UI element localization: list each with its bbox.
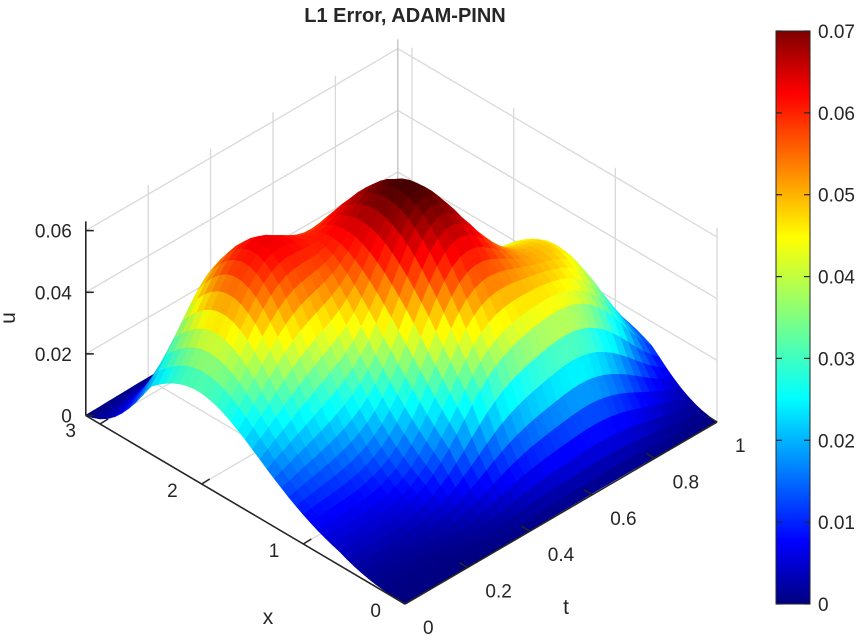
t-tick xyxy=(646,452,656,460)
x-tick xyxy=(201,478,211,485)
t-tick xyxy=(583,489,593,496)
x-axis-label: x xyxy=(263,606,274,629)
colorbar-tick-label: 0.02 xyxy=(818,431,855,452)
t-tick xyxy=(521,525,531,532)
x-tick-label: 1 xyxy=(269,541,280,562)
x-tick xyxy=(404,598,414,605)
x-tick-label: 0 xyxy=(370,601,381,622)
error-surface xyxy=(85,178,718,605)
gridline-z-left xyxy=(85,48,399,232)
gridline-z-right xyxy=(397,48,718,238)
t-tick xyxy=(458,561,468,569)
t-tick-label: 0.8 xyxy=(673,472,699,493)
t-tick xyxy=(396,598,406,605)
x-tick-label: 2 xyxy=(167,481,178,502)
t-tick-label: 0.2 xyxy=(485,582,511,603)
colorbar-gradient xyxy=(775,30,811,605)
z-tick-label: 0.04 xyxy=(35,283,72,304)
chart-title: L1 Error, ADAM-PINN xyxy=(304,5,506,27)
t-tick-label: 1 xyxy=(735,436,746,457)
t-axis-label: t xyxy=(563,596,569,619)
t-tick-label: 0 xyxy=(423,618,434,639)
z-tick-label: 0.02 xyxy=(35,345,72,366)
z-axis-label: u xyxy=(0,312,20,324)
x-tick xyxy=(302,538,312,545)
gridline-z-left xyxy=(85,109,399,293)
colorbar-tick-label: 0.07 xyxy=(818,22,855,43)
z-tick-label: 0.06 xyxy=(35,222,72,243)
colorbar-tick-label: 0 xyxy=(818,595,829,616)
colorbar-tick-label: 0.05 xyxy=(818,186,855,207)
t-tick xyxy=(708,416,718,423)
x-tick xyxy=(99,418,109,425)
colorbar-tick-label: 0.04 xyxy=(818,268,855,289)
colorbar-tick-label: 0.06 xyxy=(818,104,855,125)
z-tick-label: 0 xyxy=(61,407,72,428)
x-axis-line xyxy=(85,414,406,605)
x-tick-label: 3 xyxy=(65,421,76,442)
t-tick-label: 0.6 xyxy=(610,509,636,530)
gridline-z-right xyxy=(397,109,718,300)
colorbar-tick-label: 0.01 xyxy=(818,513,855,534)
colorbar: 0 0.01 0.02 0.03 0.04 0.05 0.06 0.07 xyxy=(775,22,855,616)
t-tick-label: 0.4 xyxy=(548,545,575,566)
t-axis-line xyxy=(404,421,718,605)
colorbar-tick-label: 0.03 xyxy=(818,349,855,370)
